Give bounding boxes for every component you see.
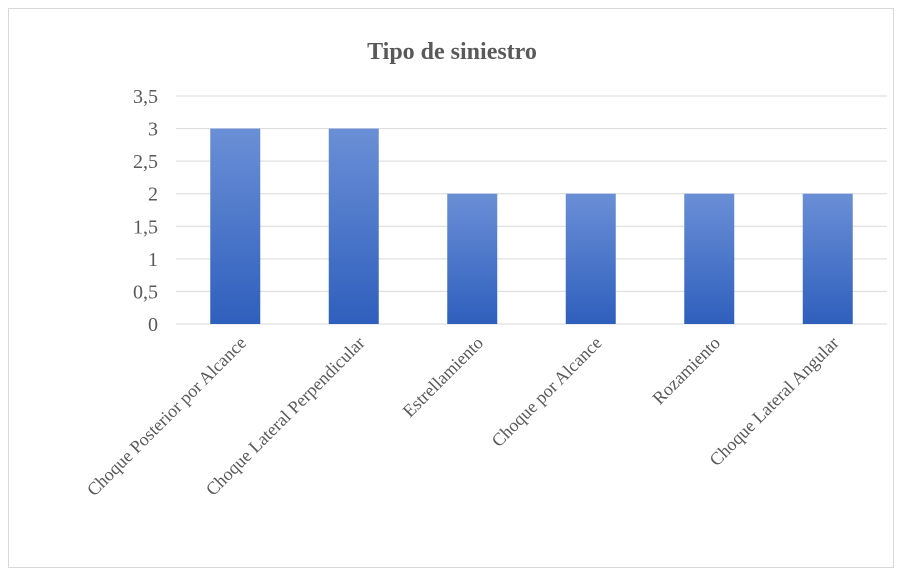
x-category-label: Estrellamiento: [399, 333, 487, 421]
bar: [328, 128, 379, 324]
x-category-label: Choque por Alcance: [488, 333, 606, 451]
y-tick-label: 2,5: [133, 151, 158, 173]
x-category-label: Rozamiento: [648, 333, 724, 409]
y-tick-label: 1,5: [133, 216, 158, 238]
x-category-label: Choque Lateral Angular: [705, 333, 842, 470]
bar: [684, 193, 735, 324]
bar: [210, 128, 261, 324]
bar: [447, 193, 498, 324]
bar: [802, 193, 853, 324]
y-tick-label: 3,5: [133, 86, 158, 108]
y-tick-label: 0: [148, 314, 158, 336]
chart-title: Tipo de siniestro: [367, 39, 537, 65]
y-tick-label: 1: [148, 249, 158, 271]
bar: [565, 193, 616, 324]
y-tick-label: 0,5: [133, 281, 158, 303]
y-tick-label: 2: [148, 184, 158, 206]
y-tick-label: 3: [148, 119, 158, 141]
